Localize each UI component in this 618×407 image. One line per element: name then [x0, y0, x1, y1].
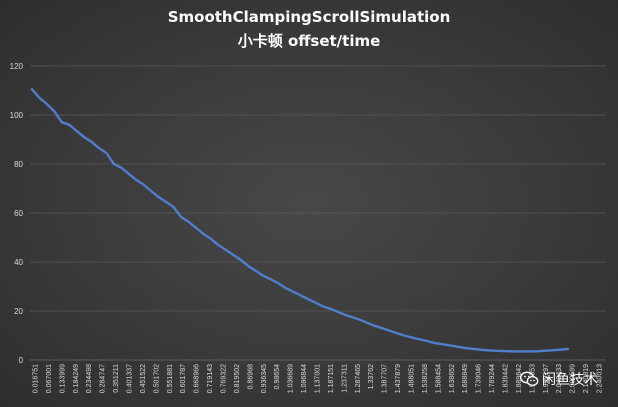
x-tick-label: 1.739046 — [476, 364, 483, 393]
x-tick-label: 0.451522 — [140, 364, 147, 393]
x-tick-label: 0.184249 — [73, 364, 80, 393]
y-tick-label: 80 — [14, 160, 23, 169]
series-line-0 — [30, 88, 570, 353]
x-tick-label: 0.234498 — [86, 364, 93, 393]
x-tick-label: 1.839442 — [503, 364, 510, 393]
y-tick-labels: 0 20 40 60 80 100 120 — [10, 62, 24, 365]
x-tick-label: 0.067001 — [46, 364, 53, 393]
x-tick-label: 0.819502 — [234, 364, 241, 393]
x-tick-label: 1.137001 — [315, 364, 322, 393]
x-tick-label: 1.387707 — [382, 364, 389, 393]
x-tick-label: 0.98654 — [274, 364, 281, 389]
x-tick-label: 0.86968 — [247, 364, 254, 389]
y-tick-label: 60 — [14, 209, 23, 218]
y-tick-label: 20 — [14, 307, 23, 316]
x-tick-label: 0.668966 — [194, 364, 201, 393]
watermark: 闲鱼技术 — [519, 369, 598, 389]
grid-lines — [30, 65, 606, 361]
x-tick-label: 1.488051 — [409, 364, 416, 393]
chart-subtitle: 小卡顿 offset/time — [237, 32, 381, 50]
series-layer — [30, 88, 570, 353]
chart-title: SmoothClampingScrollSimulation — [167, 8, 451, 26]
x-tick-label: 1.287465 — [355, 364, 362, 393]
x-tick-label: 0.016751 — [33, 364, 40, 393]
x-tick-label: 1.588454 — [435, 364, 442, 393]
x-tick-label: 1.237311 — [341, 364, 348, 393]
x-tick-label: 0.284747 — [100, 364, 107, 393]
watermark-text: 闲鱼技术 — [542, 372, 598, 388]
x-tick-label: 0.133999 — [59, 364, 66, 393]
y-tick-label: 120 — [10, 62, 24, 71]
x-tick-label: 1.688849 — [462, 364, 469, 393]
x-tick-label: 1.889642 — [516, 364, 523, 393]
x-tick-label: 2.140819 — [583, 364, 590, 393]
x-tick-label: 1.990197 — [543, 364, 550, 393]
x-tick-label: 1.187151 — [328, 364, 335, 393]
x-tick-label: 2.040433 — [556, 364, 563, 393]
x-tick-label: 1.036689 — [288, 364, 295, 393]
wechat-icon — [519, 371, 539, 387]
x-tick-label: 1.33762 — [368, 364, 375, 389]
x-tick-label: 0.551881 — [167, 364, 174, 393]
x-tick-label: 1.638652 — [449, 364, 456, 393]
x-tick-labels: 0.016751 0.067001 0.133999 0.184249 0.234498… — [33, 364, 604, 393]
x-tick-label: 0.401337 — [127, 364, 134, 393]
x-tick-label: 1.538258 — [422, 364, 429, 393]
x-tick-label: 2.090599 — [570, 364, 577, 393]
x-tick-label: 0.351211 — [113, 364, 120, 393]
x-tick-label: 0.936345 — [261, 364, 268, 393]
x-tick-label: 0.501702 — [153, 364, 160, 393]
y-tick-label: 40 — [14, 258, 23, 267]
y-tick-label: 0 — [19, 356, 24, 365]
x-tick-label: 1.789244 — [489, 364, 496, 393]
x-tick-label: 2.240013 — [597, 364, 604, 393]
y-tick-label: 100 — [10, 111, 24, 120]
x-tick-label: 0.769322 — [221, 364, 228, 393]
x-tick-label: 1.086844 — [301, 364, 308, 393]
x-tick-label: 0.601787 — [180, 364, 187, 393]
x-tick-label: 0.719143 — [207, 364, 214, 393]
x-tick-label: 1.437879 — [395, 364, 402, 393]
